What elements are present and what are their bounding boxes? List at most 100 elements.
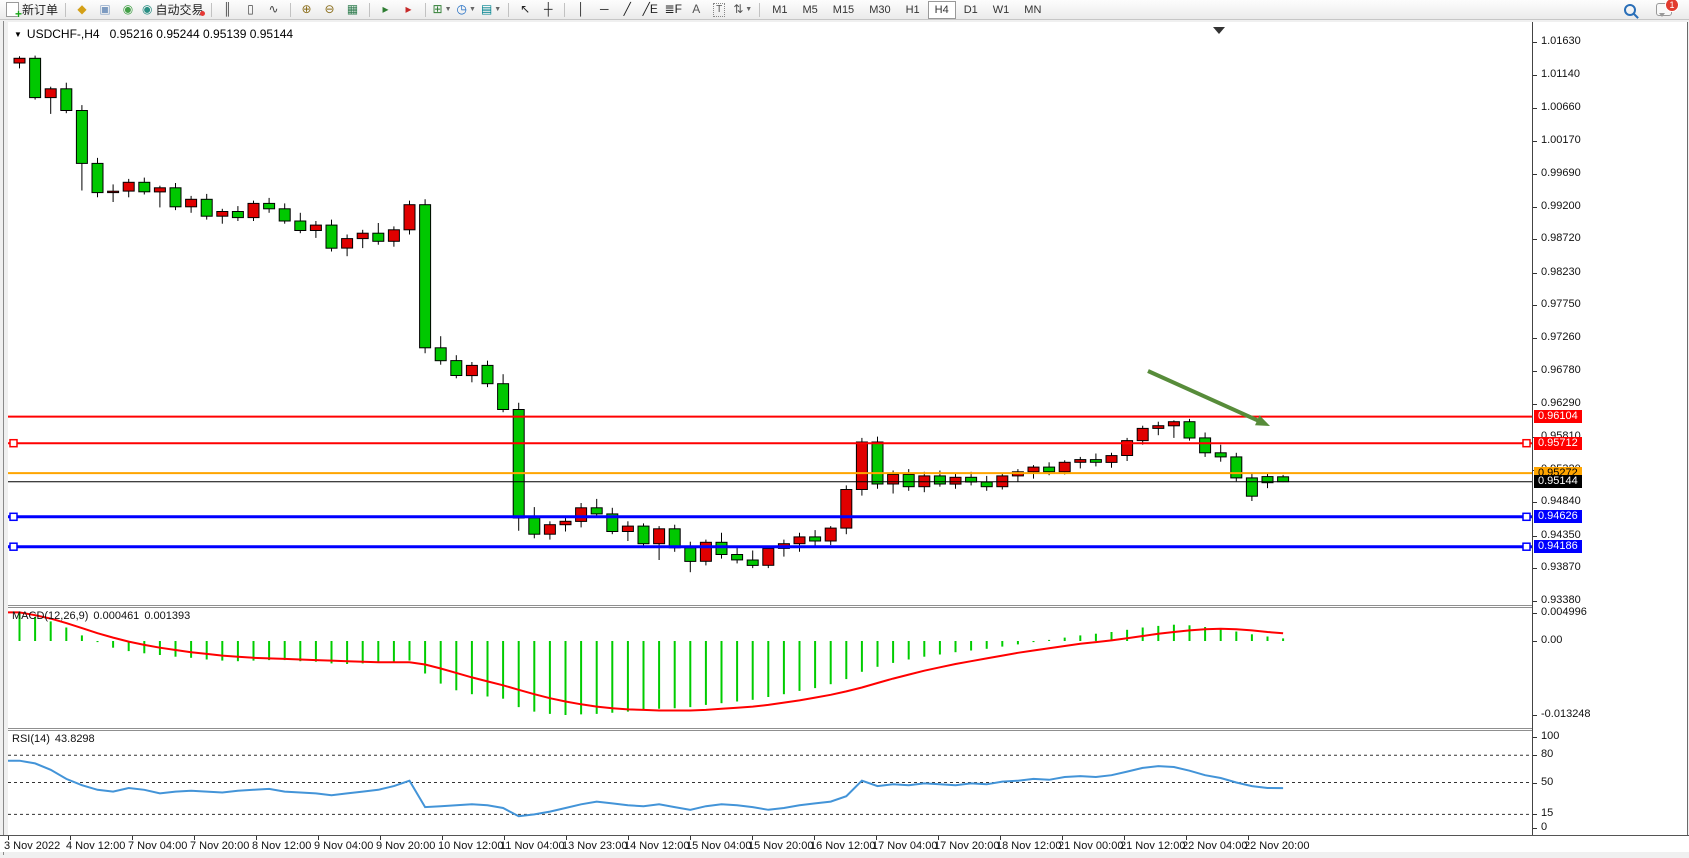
trend-arrow[interactable] <box>1147 369 1260 423</box>
time-tick-label: 9 Nov 20:00 <box>376 840 436 852</box>
candle <box>809 530 822 547</box>
trend-arrow-head <box>1255 415 1270 426</box>
candle <box>575 503 588 528</box>
zoom-in-button[interactable]: ⊕ <box>296 1 318 18</box>
candle <box>543 521 556 540</box>
support-line-2-handle[interactable] <box>9 542 18 551</box>
candle <box>309 221 322 238</box>
time-axis[interactable]: 3 Nov 2022 4 Nov 12:00 7 Nov 04:00 7 Nov 20… <box>0 835 1689 852</box>
pane-splitter-macd[interactable] <box>8 605 1532 608</box>
timeframe-button-m30[interactable]: M30 <box>869 3 891 16</box>
timeframe-button-d1[interactable]: D1 <box>963 3 978 16</box>
rsi-line <box>8 759 1284 818</box>
crosshair-icon: ┼ <box>543 2 553 16</box>
candle <box>590 498 603 518</box>
cursor-button[interactable]: ↖ <box>514 1 536 18</box>
horizontal-line-button[interactable]: ─ <box>593 1 615 18</box>
support-line-1-handle[interactable] <box>9 512 18 522</box>
price-tick <box>1533 338 1537 339</box>
candle <box>1167 420 1180 438</box>
candle <box>1136 425 1149 445</box>
vertical-line-button[interactable]: │ <box>570 1 592 18</box>
price-tick-label: 0.98230 <box>1541 266 1581 278</box>
arrows-button[interactable]: ⇅ ▼ <box>731 1 754 18</box>
timeframe-button-mn[interactable]: MN <box>1024 3 1042 16</box>
resistance-line-2-handle[interactable] <box>9 438 18 448</box>
candle <box>216 208 229 224</box>
zoom-out-button[interactable]: ⊖ <box>319 1 341 18</box>
macd-tick <box>1533 613 1537 614</box>
candle <box>1183 418 1196 441</box>
notifications-button[interactable]: 1 <box>1653 0 1679 18</box>
timeframe-button-m1[interactable]: M1 <box>772 3 788 16</box>
price-tick-label: 1.01630 <box>1541 35 1581 47</box>
time-tick <box>1248 836 1249 840</box>
macd-pane <box>8 608 1532 728</box>
price-tick-label: 0.94350 <box>1541 529 1581 541</box>
zoom-in-icon: ⊕ <box>301 2 312 16</box>
text-label-icon: T <box>713 2 726 17</box>
candle <box>419 199 432 354</box>
price-tick <box>1533 239 1537 240</box>
chart-collapse-icon[interactable]: ▼ <box>14 30 22 39</box>
time-tick-label: 17 Nov 04:00 <box>872 840 938 852</box>
market-watch-icon: ▣ <box>99 2 111 16</box>
fibonacci-button[interactable]: ≣F <box>662 1 684 18</box>
template-button[interactable]: ▤ ▼ <box>479 1 503 18</box>
timeframe-button-h1[interactable]: H1 <box>905 3 920 16</box>
timeframe-button-w1[interactable]: W1 <box>992 3 1010 16</box>
support-line-1-handle[interactable] <box>1522 512 1531 522</box>
candle <box>637 523 650 547</box>
rsi-tick <box>1533 828 1537 829</box>
pane-splitter-rsi[interactable] <box>8 728 1532 731</box>
chart-shift-button[interactable]: ▸ <box>398 1 420 18</box>
new-order-button[interactable]: 新订单 <box>4 1 60 21</box>
tile-windows-button[interactable]: ▦ <box>342 1 364 18</box>
price-axis[interactable]: 1.01630 1.01140 1.00660 1.00170 0.99690 0.992… <box>1532 22 1687 852</box>
new-chart-button[interactable]: ⊞ ▼ <box>431 1 454 18</box>
trendline-button[interactable]: ╱ <box>616 1 638 18</box>
candle <box>528 507 541 539</box>
support-line-2-handle[interactable] <box>1522 542 1531 551</box>
timeframe-button-m5[interactable]: M5 <box>802 3 818 16</box>
candle <box>387 226 400 247</box>
auto-scroll-button[interactable]: ▸ <box>375 1 397 18</box>
navigator-icon[interactable]: ◉ <box>117 1 139 18</box>
timeframe-button-h4[interactable]: H4 <box>927 0 956 19</box>
candlestick-chart-button[interactable]: ▯ <box>240 1 262 18</box>
toolbar-separator <box>368 2 370 17</box>
candle <box>138 177 151 195</box>
price-tick-label: 0.97750 <box>1541 298 1581 310</box>
chevron-down-icon: ▼ <box>494 6 502 13</box>
channel-button[interactable]: ╱E <box>639 1 661 18</box>
chart-title: ▼ USDCHF-,H4 0.95216 0.95244 0.95139 0.951… <box>14 27 293 41</box>
timeframe-button-m15[interactable]: M15 <box>832 3 855 16</box>
line-chart-button[interactable]: ∿ <box>263 1 285 18</box>
auto-trading-button[interactable]: ◉ 自动交易 <box>140 1 206 18</box>
rsi-tick <box>1533 783 1537 784</box>
time-tick <box>814 836 815 840</box>
text-button[interactable]: A <box>685 1 707 18</box>
candle <box>1089 453 1102 467</box>
periodicity-button[interactable]: ◷ ▼ <box>455 1 478 18</box>
crosshair-button[interactable]: ┼ <box>537 1 559 18</box>
chart-shift-icon: ▸ <box>405 2 412 16</box>
text-label-button[interactable]: T <box>708 1 730 18</box>
market-watch-icon[interactable]: ▣ <box>94 1 116 18</box>
search-button[interactable] <box>1619 1 1641 18</box>
time-tick-label: 15 Nov 04:00 <box>686 840 752 852</box>
macd-tick <box>1533 641 1537 642</box>
toolbar-separator <box>65 2 67 17</box>
price-tick <box>1533 174 1537 175</box>
candle <box>13 56 26 69</box>
time-tick <box>752 836 753 840</box>
candle <box>699 539 712 566</box>
price-tick-label: 0.94840 <box>1541 495 1581 507</box>
candle <box>1214 444 1227 462</box>
resistance-line-2-handle[interactable] <box>1522 438 1531 448</box>
support-line-1-price-badge: 0.94626 <box>1534 510 1582 523</box>
profiles-icon[interactable]: ◆ <box>71 1 93 18</box>
bar-chart-button[interactable]: ║ <box>217 1 239 18</box>
chart-shift-marker[interactable] <box>1213 27 1225 34</box>
